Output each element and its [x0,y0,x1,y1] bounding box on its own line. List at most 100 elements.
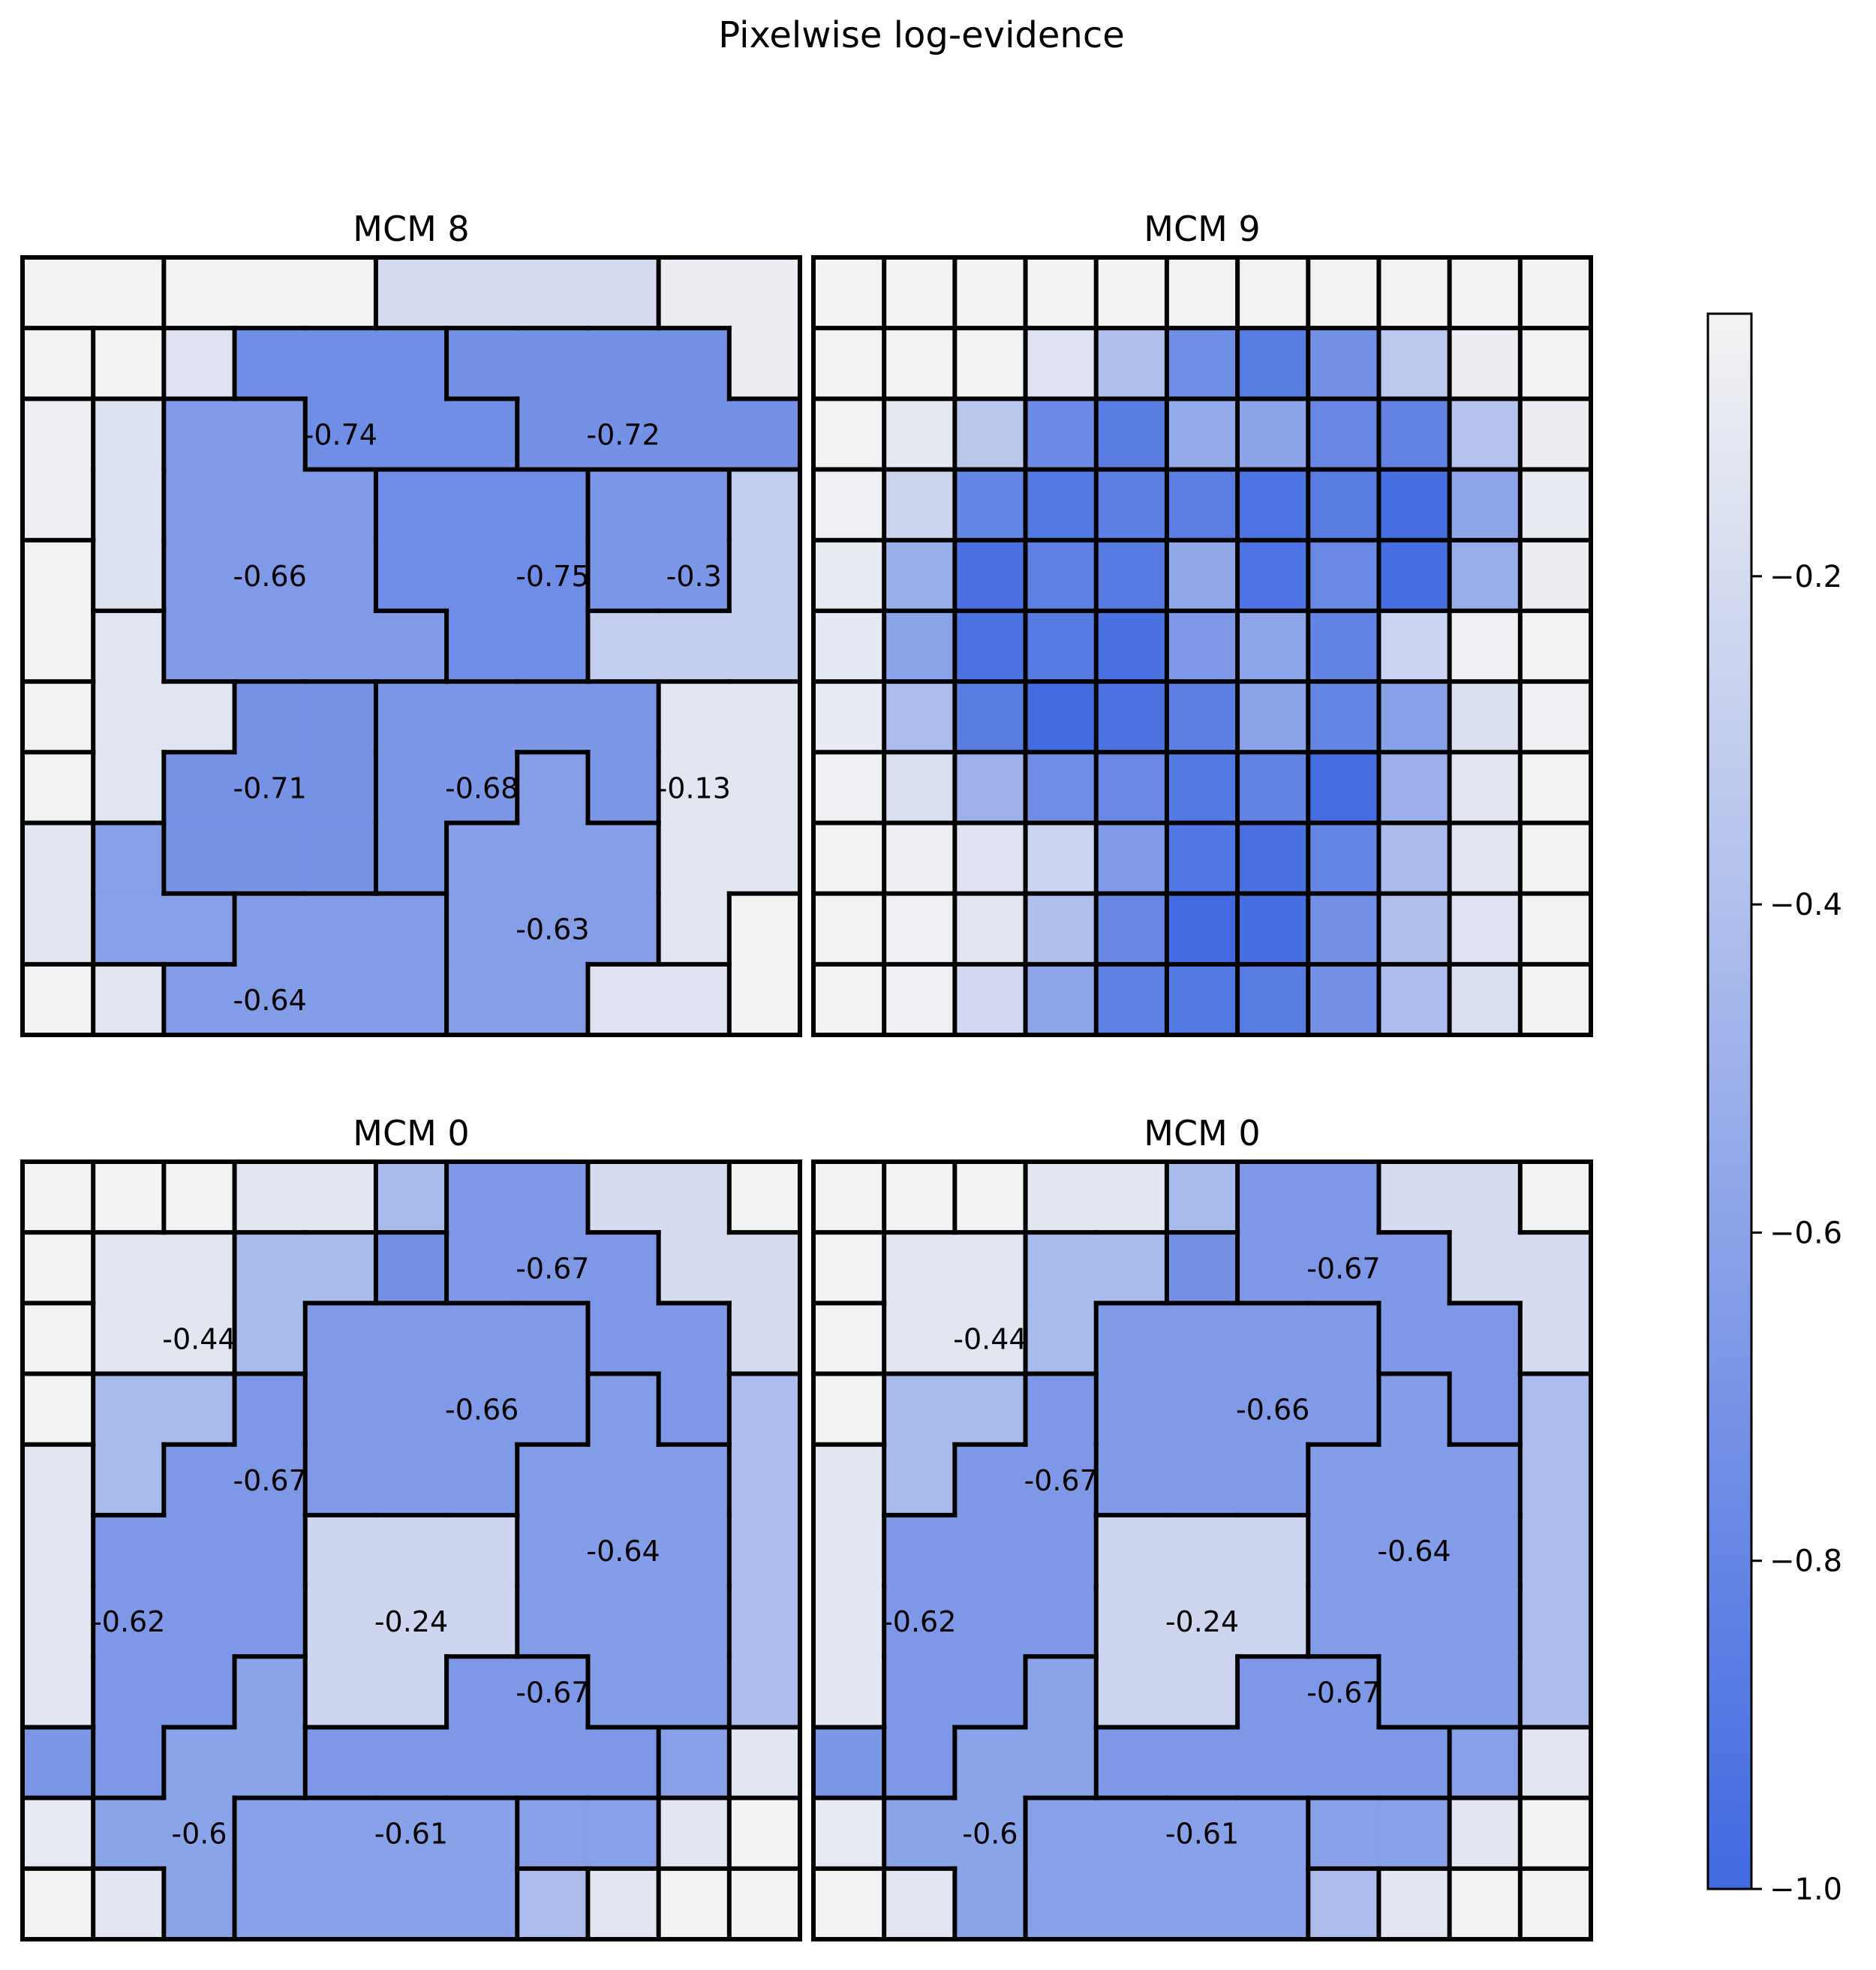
heatmap-cell [446,893,518,965]
heatmap-cell [375,1373,447,1445]
heatmap-cell [164,610,236,682]
heatmap-cell [1449,823,1521,895]
heatmap-cell [729,1656,801,1728]
heatmap-cell [1166,1656,1238,1728]
heatmap-cell [517,893,589,965]
heatmap-cell [234,823,306,895]
heatmap-cell [1378,1444,1451,1516]
heatmap-cell [813,328,885,399]
heatmap-cell [1096,1303,1168,1375]
heatmap-cell [93,399,164,471]
heatmap-cell [955,610,1027,682]
heatmap-cell [588,681,660,753]
heatmap-cell [1237,1373,1309,1445]
heatmap-cell [813,681,885,753]
heatmap-cell [1025,681,1097,753]
heatmap-cell [1096,328,1168,399]
heatmap-cell [813,1727,885,1799]
heatmap-cell [93,1656,164,1728]
heatmap-cell [1166,752,1238,824]
heatmap-cell [23,257,94,329]
heatmap-cell [1520,1303,1592,1375]
heatmap-cell [1520,257,1592,329]
heatmap-cell [658,257,730,329]
heatmap-cell [884,328,955,399]
region-value-label: -0.68 [445,771,519,805]
heatmap-cell [517,1656,589,1728]
heatmap-cell [884,1232,955,1304]
heatmap-cell [164,1232,236,1304]
heatmap-cell [813,399,885,471]
heatmap-cell [517,610,589,682]
heatmap-cell [375,1727,447,1799]
heatmap-cell [1237,610,1309,682]
heatmap-cell [588,610,660,682]
heatmap-cell [1308,1868,1380,1940]
heatmap-cell [164,1797,236,1869]
heatmap-cell [23,1727,94,1799]
heatmap-cell [23,964,94,1036]
heatmap-cell [375,328,447,399]
heatmap-cell [164,1656,236,1728]
heatmap-cell [729,1444,801,1516]
heatmap-cell [1378,893,1451,965]
heatmap-cell [23,752,94,824]
heatmap-cell [305,399,377,471]
heatmap-cell [813,1514,885,1587]
heatmap-cell [446,964,518,1036]
region-value-label: -0.61 [1165,1818,1239,1851]
heatmap-cell [884,1514,955,1587]
heatmap-cell [1166,1586,1238,1657]
heatmap-cell [446,681,518,753]
heatmap-cell [955,1868,1027,1940]
panel-frame [811,255,1593,1037]
heatmap-cell [1237,893,1309,965]
heatmap-cell [813,1797,885,1869]
region-value-label: -0.6 [171,1818,227,1851]
panel-frame [811,1159,1593,1941]
heatmap-cell [446,752,518,824]
heatmap-cell [1308,610,1380,682]
heatmap-cell [517,1868,589,1940]
heatmap-cell [1308,1586,1380,1657]
heatmap-cell [1096,1656,1168,1728]
heatmap-cell [1096,469,1168,541]
heatmap-cell [955,752,1027,824]
heatmap-cell [813,1303,885,1375]
heatmap-cell [1237,1232,1309,1304]
heatmap-cell [588,1162,660,1233]
heatmap-cell [1096,752,1168,824]
heatmap-cell [1096,1162,1168,1233]
heatmap-cell [1449,681,1521,753]
heatmap-cell [517,681,589,753]
heatmap-cell [884,399,955,471]
heatmap-cell [729,1586,801,1657]
heatmap-cell [1520,893,1592,965]
heatmap-cell [1237,1797,1309,1869]
heatmap-cell [446,1303,518,1375]
heatmap-cell [1308,469,1380,541]
heatmap-cell [1520,1514,1592,1587]
heatmap-cell [164,1514,236,1587]
heatmap-cell [955,681,1027,753]
region-value-label: -0.66 [1236,1394,1309,1427]
heatmap-cell [955,964,1027,1036]
heatmap-cell [1166,1797,1238,1869]
heatmap-cell [729,540,801,612]
heatmap-cell [1449,1232,1521,1304]
heatmap-cell [93,1444,164,1516]
heatmap-cell [93,1727,164,1799]
heatmap-cell [1520,1586,1592,1657]
panel-frame [20,1159,802,1941]
heatmap-cell [588,1303,660,1375]
heatmap-cell [305,964,377,1036]
heatmap-cell [729,469,801,541]
panel-title: MCM 8 [353,209,469,249]
heatmap-cell [1449,1586,1521,1657]
heatmap-cell [517,1232,589,1304]
heatmap-cell [305,257,377,329]
heatmap-cell [375,469,447,541]
heatmap-cell [1166,540,1238,612]
heatmap-cell [1449,1162,1521,1233]
heatmap-cell [588,469,660,541]
